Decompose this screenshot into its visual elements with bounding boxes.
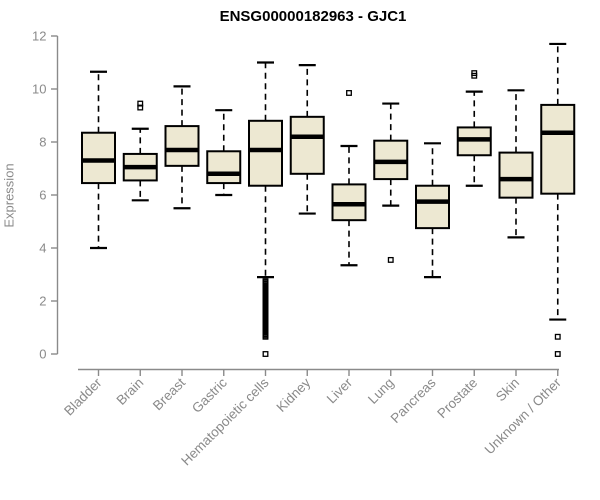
x-tick-label-skin: Skin	[493, 375, 522, 404]
outlier-brain-1	[137, 100, 144, 107]
y-tick-label-0: 0	[39, 347, 46, 362]
y-tick-label-2: 2	[39, 294, 46, 309]
box-breast	[164, 125, 200, 167]
x-tick-label-kidney: Kidney	[274, 375, 314, 415]
x-tick-label-prostate: Prostate	[434, 375, 480, 421]
box-bladder	[81, 131, 116, 185]
outlier-unknown-other-1	[554, 351, 561, 357]
x-tick-label-lung: Lung	[365, 375, 397, 407]
x-tick-label-unknown-other: Unknown / Other	[482, 375, 565, 458]
x-tick-label-bladder: Bladder	[61, 375, 105, 419]
y-tick-label-10: 10	[32, 82, 46, 97]
box-pancreas	[415, 184, 450, 230]
y-tick-label-12: 12	[32, 29, 46, 44]
x-tick-label-liver: Liver	[324, 375, 356, 407]
outlier-hematopoietic-cells-42	[262, 333, 269, 340]
x-tick-label-pancreas: Pancreas	[388, 375, 439, 426]
outlier-liver-0	[346, 90, 352, 96]
outlier-lung-0	[387, 256, 394, 263]
outlier-unknown-other-0	[554, 333, 561, 340]
box-gastric	[206, 150, 242, 185]
box-kidney	[289, 115, 325, 175]
y-tick-label-6: 6	[39, 188, 46, 203]
x-tick-label-brain: Brain	[113, 375, 146, 408]
box-unknown-other	[540, 103, 576, 195]
outlier-prostate-1	[471, 70, 478, 77]
box-skin	[498, 151, 534, 199]
outlier-hematopoietic-cells-43	[262, 351, 269, 357]
x-tick-label-gastric: Gastric	[189, 375, 230, 416]
x-tick-label-breast: Breast	[150, 375, 188, 413]
chart-title: ENSG00000182963 - GJC1	[219, 8, 407, 25]
y-tick-label-8: 8	[39, 135, 46, 150]
box-hematopoietic-cells	[248, 119, 283, 187]
y-tick-label-4: 4	[39, 241, 46, 256]
